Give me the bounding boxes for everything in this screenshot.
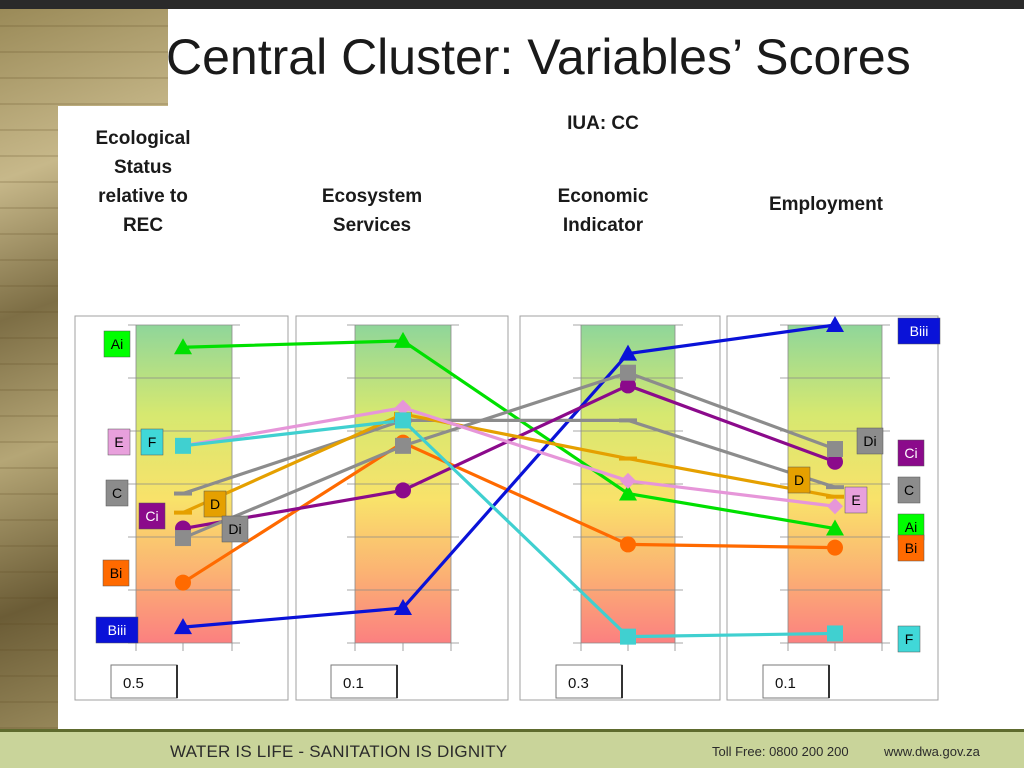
left-tag-c-box (105, 479, 129, 507)
marker-ai (619, 484, 637, 501)
weight-box (762, 664, 830, 699)
right-tag-bi: Bi (905, 540, 917, 556)
marker-ai (394, 331, 412, 348)
right-tag-f-box (897, 625, 921, 653)
marker-ci (395, 482, 411, 499)
right-tag-e: E (851, 492, 860, 508)
left-tag-d-box (203, 490, 227, 518)
left-tag-e-box (107, 428, 131, 456)
right-tag-di-box (856, 427, 884, 455)
footer-slogan: WATER IS LIFE - SANITATION IS DIGNITY (170, 742, 508, 761)
right-tag-biii-box (897, 317, 941, 345)
top-bar (0, 0, 1024, 9)
right-tag-bi-box (897, 534, 925, 562)
marker-ai (826, 519, 844, 536)
marker-f (620, 628, 636, 645)
marker-di (620, 364, 636, 381)
axis-header: Employment (769, 194, 884, 215)
left-tag-biii: Biii (108, 622, 127, 638)
axis-weight: 0.1 (343, 675, 364, 692)
left-tag-bi: Bi (110, 565, 122, 581)
weight-box (110, 664, 178, 699)
left-tag-f-box (140, 428, 164, 456)
marker-ci (827, 453, 843, 470)
series-line-d (182, 412, 836, 515)
right-tag-biii: Biii (910, 323, 929, 339)
marker-biii (394, 599, 412, 616)
left-tag-di-box (221, 515, 249, 543)
left-tag-di: Di (228, 521, 241, 537)
marker-ci (620, 377, 636, 394)
series-line-ai (182, 339, 836, 531)
marker-e (620, 472, 636, 489)
series-line-f (182, 418, 836, 639)
marker-biii (619, 344, 637, 361)
marker-d (619, 456, 637, 461)
marker-d (174, 510, 192, 515)
left-tag-f: F (148, 434, 157, 450)
marker-c (619, 418, 637, 423)
right-tag-di: Di (863, 433, 876, 449)
left-tag-ai-box (103, 330, 131, 358)
right-tag-ai: Ai (905, 519, 917, 535)
series-line-e (182, 406, 836, 508)
right-tag-d: D (794, 472, 804, 488)
left-tag-ci-box (138, 502, 166, 530)
left-tag-e: E (114, 434, 123, 450)
marker-bi (620, 536, 636, 553)
series-line-di (182, 371, 836, 540)
axis-weight: 0.3 (568, 675, 589, 692)
marker-bi (175, 574, 191, 591)
footer-bar: WATER IS LIFE - SANITATION IS DIGNITY To… (0, 729, 1024, 768)
left-tag-bi-box (102, 559, 130, 587)
marker-d (826, 494, 844, 499)
series-line-biii (182, 323, 836, 629)
footer-website[interactable]: www.dwa.gov.za (884, 744, 980, 759)
right-tag-d-box (787, 466, 811, 494)
axis-weight: 0.5 (123, 675, 144, 692)
footer-toll-free: Toll Free: 0800 200 200 (712, 744, 849, 759)
axis-header: Ecosystem Services (322, 186, 422, 236)
weight-box (330, 664, 398, 699)
right-tag-c: C (904, 482, 914, 498)
left-tag-d: D (210, 496, 220, 512)
marker-biii (174, 618, 192, 635)
left-tag-biii-box (95, 616, 139, 644)
left-tag-ci: Ci (145, 508, 158, 524)
marker-e (827, 498, 843, 515)
marker-bi (827, 539, 843, 556)
chart-subtitle: IUA: CC (567, 113, 639, 134)
left-tag-c: C (112, 485, 122, 501)
marker-f (395, 412, 411, 429)
right-tag-e-box (844, 486, 868, 514)
marker-f (827, 625, 843, 642)
marker-c (174, 491, 192, 496)
marker-e (395, 399, 411, 416)
axis-header: Economic Indicator (558, 186, 649, 236)
marker-f (175, 437, 191, 454)
marker-biii (826, 316, 844, 332)
axis-weight: 0.1 (775, 675, 796, 692)
slide-title: Central Cluster: Variables’ Scores (166, 29, 911, 85)
marker-di (175, 530, 191, 547)
right-tag-ci-box (897, 439, 925, 467)
series-line-bi (182, 441, 836, 584)
marker-di (395, 437, 411, 454)
left-tag-ai: Ai (111, 336, 123, 352)
marker-c (826, 485, 844, 490)
right-tag-c-box (897, 476, 921, 504)
series-line-c (182, 418, 836, 496)
marker-di (827, 441, 843, 458)
marker-ai (174, 338, 192, 355)
weight-box (555, 664, 623, 699)
right-tag-ci: Ci (904, 445, 917, 461)
right-tag-f: F (905, 631, 914, 647)
axis-header: Ecological Status relative to REC (95, 128, 190, 236)
